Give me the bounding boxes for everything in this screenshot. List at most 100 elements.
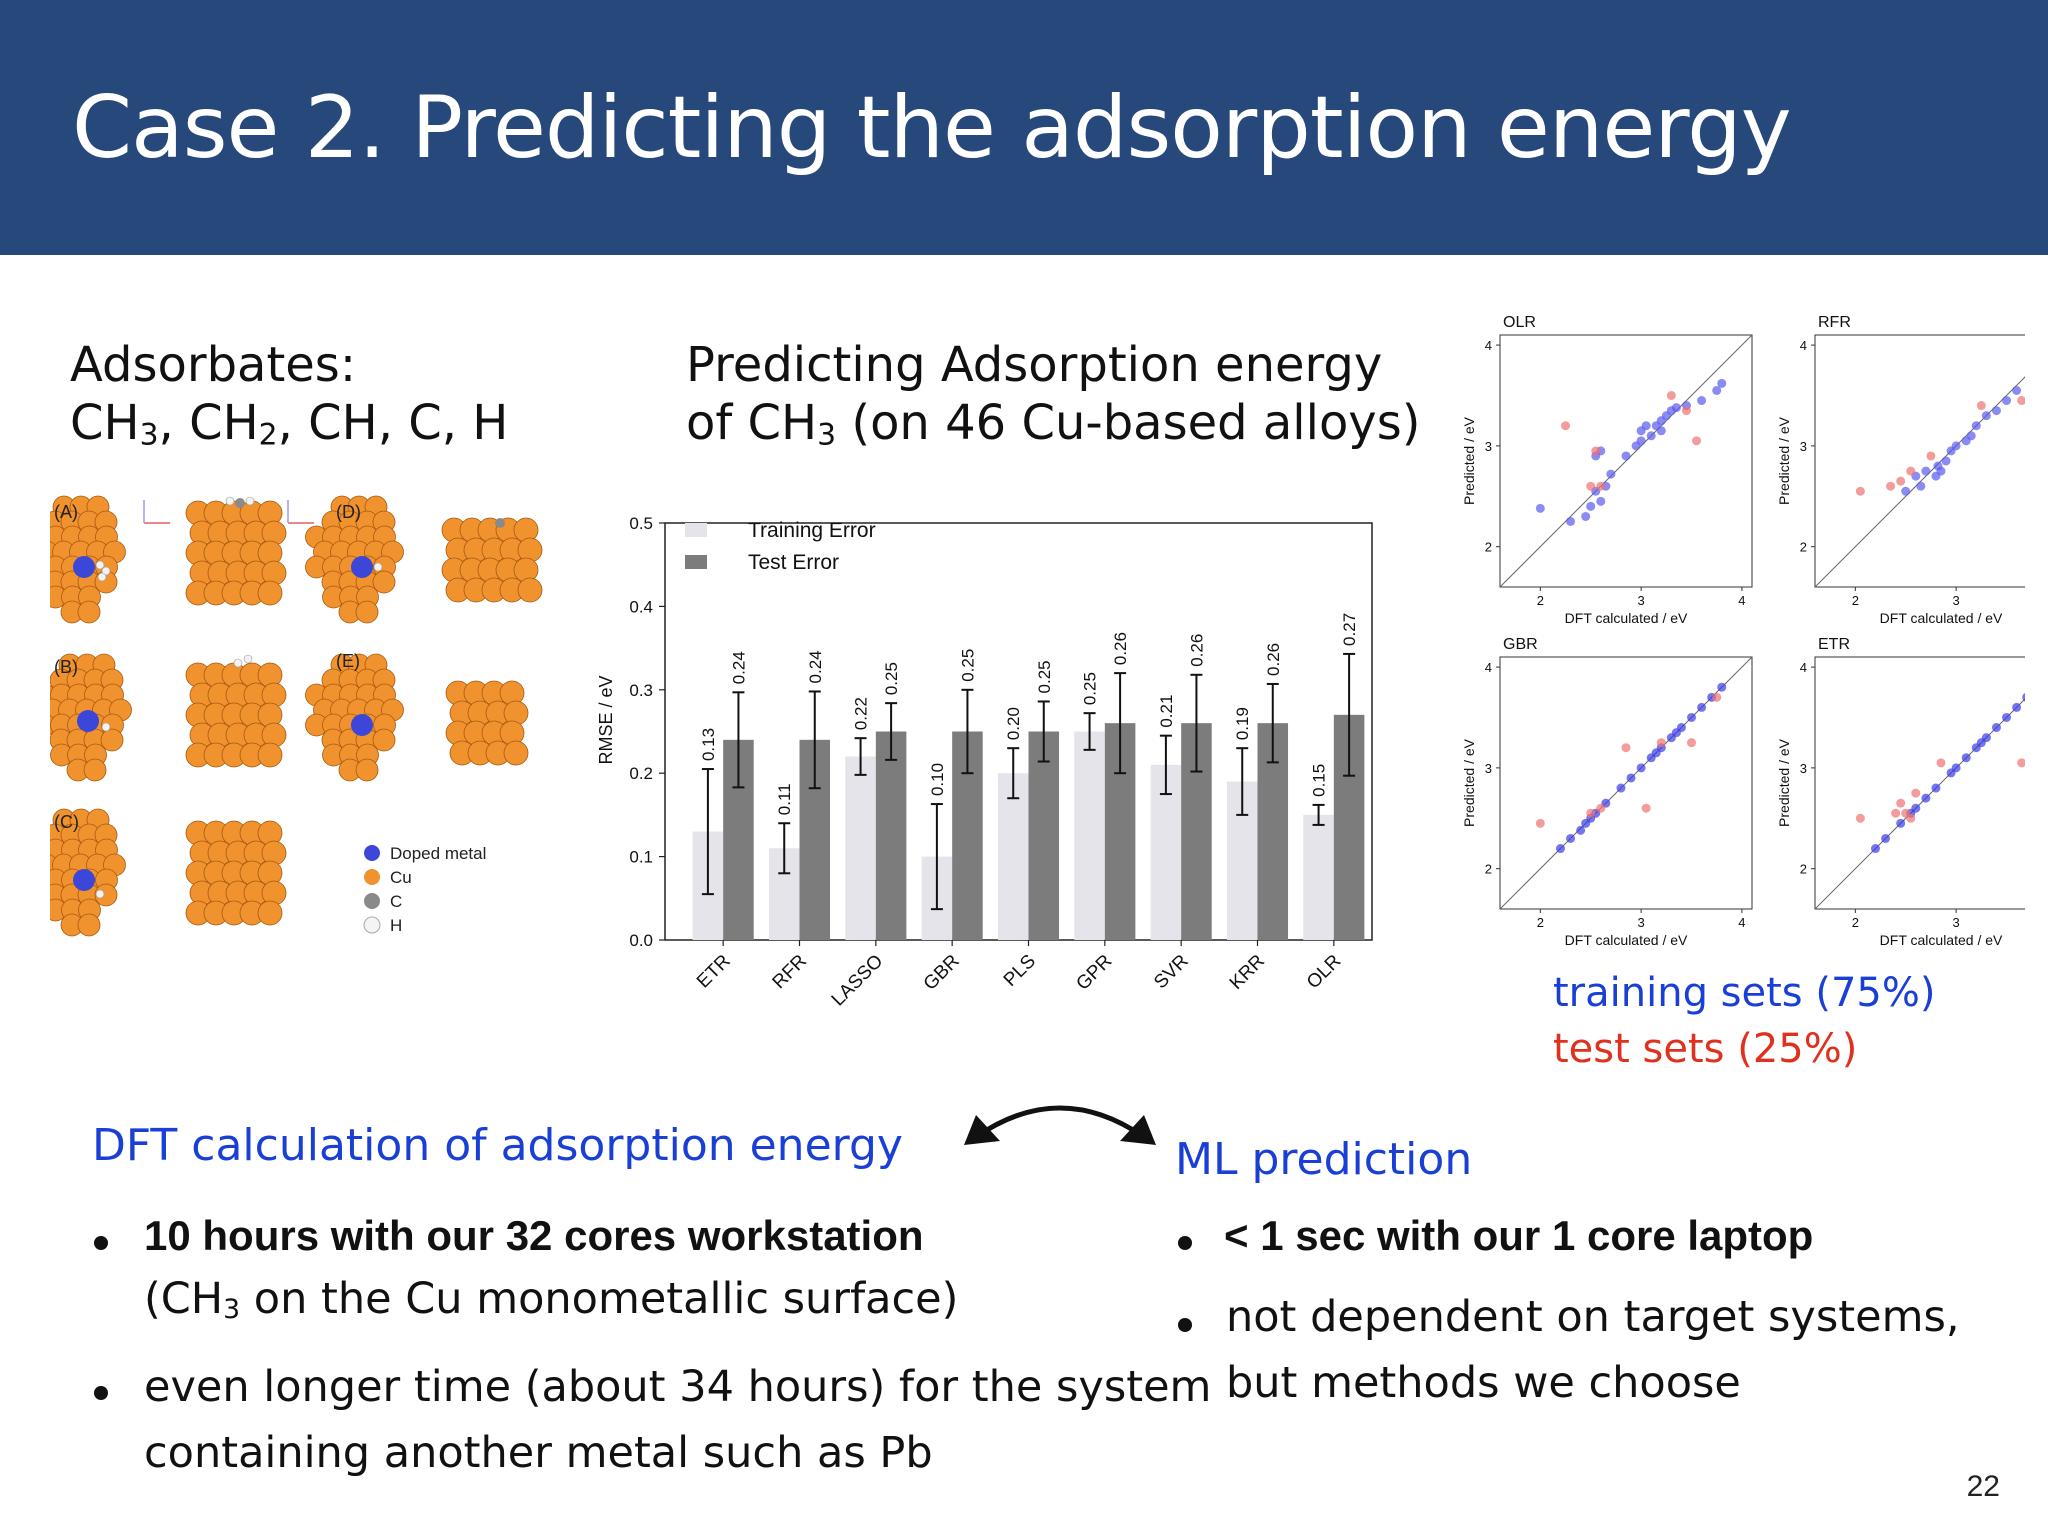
training-point xyxy=(1687,712,1697,722)
y-tick-label: 0.1 xyxy=(629,848,653,867)
test-point xyxy=(1911,788,1921,798)
adsorbate-structures-figure: (A) (B) (C) (D) (E) Doped metal Cu C H xyxy=(50,495,543,937)
parity-plot-olr: OLR 2 3 4 2 3 4 DFT calculated / eV Predicted / … xyxy=(1461,314,1753,626)
parity-plot-frame xyxy=(1814,334,2025,588)
y-tick-label: 3 xyxy=(1800,761,1807,776)
doped-metal-atom xyxy=(73,556,95,578)
test-point xyxy=(1666,390,1676,400)
bar-value-label: 0.24 xyxy=(729,651,748,684)
legend-h-swatch xyxy=(363,916,381,934)
bar-value-label: 0.19 xyxy=(1233,707,1252,740)
bar-value-label: 0.26 xyxy=(1187,634,1206,667)
training-point xyxy=(2012,385,2022,395)
cu-atom xyxy=(257,580,283,606)
bullet-dot xyxy=(94,1236,108,1250)
doped-metal-atom xyxy=(73,869,95,891)
ml-section-title: ML prediction xyxy=(1175,1134,1473,1185)
legend-test-swatch xyxy=(685,555,707,569)
legend-cu-label: Cu xyxy=(390,868,412,887)
page-number: 22 xyxy=(1966,1470,2000,1503)
rmse-bar-chart: 0.0 0.1 0.2 0.3 0.4 0.5 0.13 0.24 ETR 0.11 0.24 RFR… xyxy=(596,514,1373,1010)
training-point xyxy=(1621,451,1631,461)
bar-value-label: 0.22 xyxy=(852,697,871,730)
x-tick-label: 2 xyxy=(1852,915,1859,930)
training-point xyxy=(1901,486,1911,496)
y-tick-label: 4 xyxy=(1800,660,1807,675)
training-point xyxy=(1921,793,1931,803)
training-point xyxy=(2002,396,2012,406)
training-point xyxy=(1641,421,1651,431)
panel-label-d: (D) xyxy=(336,502,361,522)
chart-heading-sub: 3 xyxy=(817,417,837,453)
test-point xyxy=(2017,758,2025,768)
training-point xyxy=(1646,431,1656,441)
test-point xyxy=(1586,481,1596,491)
test-sets-label: test sets (25%) xyxy=(1553,1026,1858,1072)
legend-test-label: Test Error xyxy=(748,551,839,574)
h-atom xyxy=(101,566,111,576)
training-point xyxy=(1566,516,1576,526)
training-point xyxy=(1916,481,1926,491)
bullet-dot xyxy=(94,1386,108,1400)
x-tick-label: KRR xyxy=(1226,951,1269,994)
slide-title: Case 2. Predicting the adsorption energy xyxy=(72,78,1792,178)
test-point xyxy=(1687,738,1697,748)
bar-value-label: 0.25 xyxy=(1081,672,1100,705)
bullet-dot xyxy=(1178,1236,1192,1250)
legend-training-label: Training Error xyxy=(748,519,876,542)
species-ch: CH xyxy=(70,395,140,451)
ml-bullet1-bold: < 1 sec with our 1 core laptop xyxy=(1224,1212,1814,1259)
h-atom xyxy=(101,722,111,732)
test-error-bar xyxy=(1028,731,1060,940)
bar-value-label: 0.26 xyxy=(1111,632,1130,665)
cu-atom xyxy=(355,600,379,624)
species-ch2: , CH xyxy=(158,395,259,451)
h-atom xyxy=(225,496,235,506)
bullet-dot xyxy=(1178,1318,1192,1332)
x-tick-label: GBR xyxy=(920,951,964,995)
doped-metal-atom xyxy=(351,714,373,736)
dft-bullet1-sub-post: on the Cu monometallic surface) xyxy=(240,1274,959,1324)
test-point xyxy=(1926,451,1936,461)
test-point xyxy=(1591,446,1601,456)
y-tick-label: 2 xyxy=(1485,540,1492,555)
atom-clusters xyxy=(50,495,543,937)
cu-atom xyxy=(257,900,283,926)
test-point xyxy=(1886,481,1896,491)
c-atom xyxy=(495,518,505,528)
training-point xyxy=(1581,511,1591,521)
training-point xyxy=(1991,723,2001,733)
dft-bullet1-sub-3: 3 xyxy=(223,1293,241,1325)
training-sets-label: training sets (75%) xyxy=(1553,970,1936,1016)
bar-chart-plot: 0.0 0.1 0.2 0.3 0.4 0.5 0.13 0.24 ETR 0.11 0.24 RFR… xyxy=(629,514,1373,1010)
cu-atom xyxy=(503,740,529,766)
test-point xyxy=(1692,436,1702,446)
bar-value-label: 0.25 xyxy=(882,662,901,695)
y-tick-label: 2 xyxy=(1800,540,1807,555)
training-point xyxy=(1616,783,1626,793)
ml-bullet2-line1: not dependent on target systems, xyxy=(1226,1292,1960,1342)
training-error-bar xyxy=(997,773,1029,940)
x-tick-label: RFR xyxy=(769,951,811,993)
y-tick-label: 3 xyxy=(1800,439,1807,454)
training-point xyxy=(1981,411,1991,421)
x-tick-label: ETR xyxy=(693,951,735,993)
test-point xyxy=(1855,486,1865,496)
test-point xyxy=(1976,401,1986,411)
test-point xyxy=(1656,738,1666,748)
test-point xyxy=(1712,692,1722,702)
h-atom xyxy=(95,560,105,570)
parity-plot-title: GBR xyxy=(1503,636,1538,653)
chart-heading-post: (on 46 Cu-based alloys) xyxy=(836,395,1421,451)
legend-training-swatch xyxy=(685,523,707,537)
bar-value-label: 0.25 xyxy=(958,649,977,682)
training-error-bar xyxy=(845,756,876,940)
cu-atom xyxy=(77,600,101,624)
cu-atom xyxy=(517,577,543,603)
x-axis-label: DFT calculated / eV xyxy=(1880,610,2003,626)
adsorbates-heading: Adsorbates: xyxy=(70,337,356,393)
species-rest: , CH, C, H xyxy=(277,395,509,451)
training-point xyxy=(1606,469,1616,479)
bar-value-label: 0.25 xyxy=(1035,660,1054,693)
